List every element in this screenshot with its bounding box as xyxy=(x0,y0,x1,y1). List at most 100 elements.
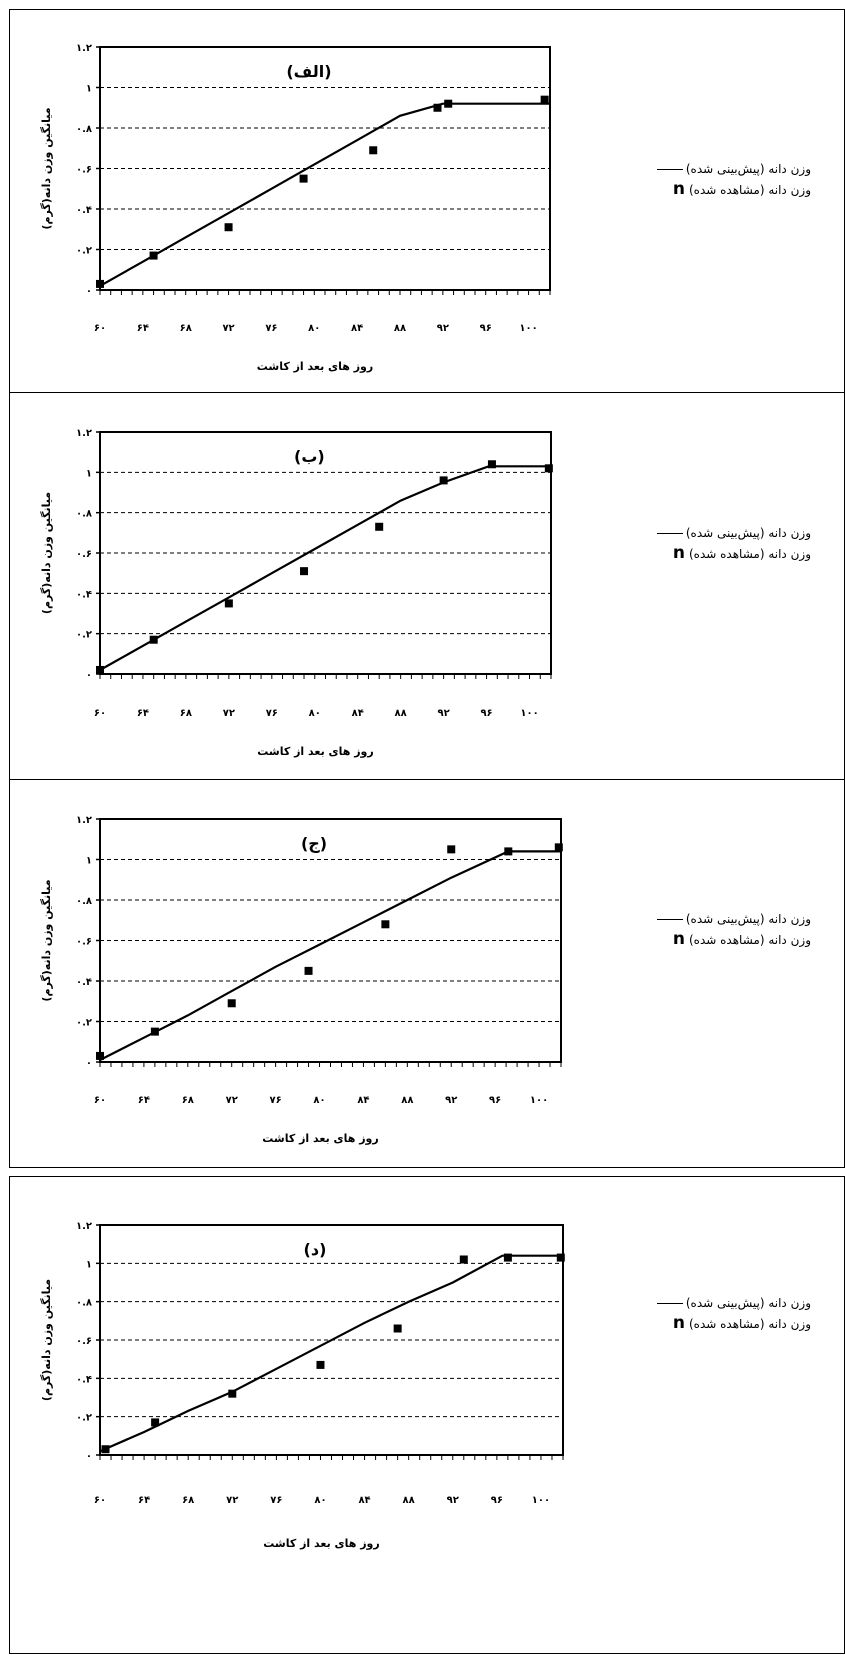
x-tick-label: ۶۰ xyxy=(94,323,106,334)
y-axis-title: میانگین وزن دانه(گرم) xyxy=(40,107,53,229)
y-tick-label: ۰.۶ xyxy=(76,165,92,176)
x-tick-label: ۶۴ xyxy=(137,323,149,334)
y-tick-label: ۰ xyxy=(86,670,92,681)
x-tick-label: ۸۸ xyxy=(394,323,406,334)
x-tick-label: ۸۴ xyxy=(358,1495,370,1506)
predicted-series-line xyxy=(99,850,561,1061)
y-tick-label: ۱ xyxy=(86,856,92,867)
x-tick-label: ۸۰ xyxy=(314,1495,326,1506)
panel-label: (الف) xyxy=(286,62,331,81)
x-tick-label: ۱۰۰ xyxy=(530,1095,548,1106)
observed-point xyxy=(101,1445,110,1454)
legend-marker-glyph: n xyxy=(672,179,685,199)
chart-svg-1: ۰ ۰.۲ ۰.۴ ۰.۶ ۰.۸ ۱ ۱.۲ ۶۰ ۶۴ ۶۸ ۷۲ ۷۶ ۸۰ ۸۴ ۸۸ ۹۲ ۹۶ ۱۰۰… xyxy=(40,43,551,373)
x-tick-label: ۷۲ xyxy=(223,708,235,719)
x-tick-label: ۶۰ xyxy=(94,1095,106,1106)
x-tick-label: ۹۲ xyxy=(445,1095,457,1106)
y-tick-label: ۰.۴ xyxy=(76,589,92,600)
y-axis-title: میانگین وزن دانه(گرم) xyxy=(40,492,53,614)
x-tick-label: ۸۰ xyxy=(313,1095,325,1106)
legend-predicted-item: وزن دانه (پیش‌بینی شده) xyxy=(656,523,811,543)
y-tick-label: ۱ xyxy=(86,1259,92,1270)
legend-1: وزن دانه (پیش‌بینی شده) وزن دانه (مشاهده… xyxy=(656,159,811,199)
observed-point xyxy=(304,966,313,975)
legend-predicted-label: وزن دانه (پیش‌بینی شده) xyxy=(685,162,811,176)
y-tick-label: ۰.۲ xyxy=(76,630,92,641)
observed-point xyxy=(381,920,390,929)
x-tick-label: ۹۲ xyxy=(438,708,450,719)
y-tick-label: ۰.۸ xyxy=(76,1298,92,1309)
x-tick-label: ۸۰ xyxy=(308,323,320,334)
observed-point xyxy=(544,464,553,473)
observed-point xyxy=(433,103,442,112)
x-tick-label: ۶۸ xyxy=(182,1495,194,1506)
predicted-series-line xyxy=(99,465,551,671)
x-tick-label: ۹۶ xyxy=(480,323,492,334)
chart-panel-3: ۰ ۰.۲ ۰.۴ ۰.۶ ۰.۸ ۱ ۱.۲ ۶۰ ۶۴ ۶۸ ۷۲ ۷۶ ۸۰ ۸۴ ۸۸ ۹۲ ۹۶ ۱۰۰… xyxy=(9,779,845,1168)
legend-4: وزن دانه (پیش‌بینی شده) وزن دانه (مشاهده… xyxy=(656,1293,811,1333)
x-tick-label: ۸۰ xyxy=(309,708,321,719)
observed-point xyxy=(444,99,453,108)
observed-point xyxy=(96,1051,104,1060)
chart-panel-1: ۰ ۰.۲ ۰.۴ ۰.۶ ۰.۸ ۱ ۱.۲ ۶۰ ۶۴ ۶۸ ۷۲ ۷۶ ۸۰ ۸۴ ۸۸ ۹۲ ۹۶ ۱۰۰… xyxy=(9,9,845,393)
x-tick-label: ۶۴ xyxy=(138,1095,150,1106)
legend-observed-item: وزن دانه (مشاهده شده)n xyxy=(657,543,811,563)
legend-predicted-label: وزن دانه (پیش‌بینی شده) xyxy=(685,912,811,926)
y-tick-label: ۰.۸ xyxy=(76,509,92,520)
legend-line-swatch xyxy=(656,169,683,170)
observed-point xyxy=(447,845,456,854)
y-tick-label: ۰.۴ xyxy=(76,1374,92,1385)
chart-svg-2: ۰ ۰.۲ ۰.۴ ۰.۶ ۰.۸ ۱ ۱.۲ ۶۰ ۶۴ ۶۸ ۷۲ ۷۶ ۸۰ ۸۴ ۸۸ ۹۲ ۹۶ ۱۰۰… xyxy=(40,428,553,758)
y-tick-label: ۰.۶ xyxy=(76,549,92,560)
x-tick-label: ۷۲ xyxy=(226,1495,238,1506)
legend-line-swatch xyxy=(656,1303,683,1304)
y-tick-label: ۰.۶ xyxy=(76,937,92,948)
x-tick-label: ۹۲ xyxy=(437,323,449,334)
observed-point xyxy=(556,1253,565,1262)
observed-point xyxy=(375,522,384,531)
observed-point xyxy=(393,1324,402,1333)
observed-point xyxy=(96,279,104,288)
observed-point xyxy=(369,146,378,155)
observed-point xyxy=(150,1027,159,1036)
y-tick-label: ۱.۲ xyxy=(76,43,92,54)
legend-marker-glyph: n xyxy=(672,543,685,563)
observed-point xyxy=(439,476,448,485)
observed-point xyxy=(300,567,309,576)
legend-line-swatch xyxy=(656,533,683,534)
y-tick-label: ۱.۲ xyxy=(76,1221,92,1232)
legend-predicted-label: وزن دانه (پیش‌بینی شده) xyxy=(685,1296,811,1310)
y-tick-label: ۰.۴ xyxy=(76,977,92,988)
x-tick-label: ۷۲ xyxy=(222,323,234,334)
x-tick-label: ۶۰ xyxy=(94,708,106,719)
x-tick-label: ۸۴ xyxy=(351,323,363,334)
observed-point xyxy=(554,843,563,852)
legend-predicted-label: وزن دانه (پیش‌بینی شده) xyxy=(685,526,811,540)
observed-point xyxy=(487,460,496,469)
legend-2: وزن دانه (پیش‌بینی شده) وزن دانه (مشاهده… xyxy=(656,523,811,563)
chart-svg-3: ۰ ۰.۲ ۰.۴ ۰.۶ ۰.۸ ۱ ۱.۲ ۶۰ ۶۴ ۶۸ ۷۲ ۷۶ ۸۰ ۸۴ ۸۸ ۹۲ ۹۶ ۱۰۰… xyxy=(40,815,563,1145)
x-axis-title: روز های بعد از کاشت xyxy=(257,745,373,758)
observed-point xyxy=(459,1255,468,1264)
legend-marker-glyph: n xyxy=(672,929,685,949)
panel-label: (ب) xyxy=(294,447,325,466)
predicted-series-line xyxy=(99,1254,563,1453)
x-tick-label: ۷۶ xyxy=(265,323,277,334)
x-tick-label: ۹۶ xyxy=(489,1095,501,1106)
x-tick-label: ۸۸ xyxy=(403,1495,415,1506)
x-tick-label: ۹۶ xyxy=(491,1495,503,1506)
observed-point xyxy=(224,599,233,608)
observed-point xyxy=(299,174,308,183)
legend-observed-item: وزن دانه (مشاهده شده)n xyxy=(657,929,811,949)
panel-label: (ج) xyxy=(301,834,327,853)
y-tick-label: ۰.۶ xyxy=(76,1336,92,1347)
x-tick-label: ۸۸ xyxy=(401,1095,413,1106)
x-tick-label: ۶۴ xyxy=(138,1495,150,1506)
observed-point xyxy=(151,1418,160,1427)
y-tick-label: ۱ xyxy=(86,468,92,479)
x-tick-label: ۸۴ xyxy=(357,1095,369,1106)
y-tick-label: ۱.۲ xyxy=(76,428,92,439)
x-tick-label: ۶۴ xyxy=(137,708,149,719)
x-tick-label: ۱۰۰ xyxy=(519,323,537,334)
observed-point xyxy=(503,1253,512,1262)
